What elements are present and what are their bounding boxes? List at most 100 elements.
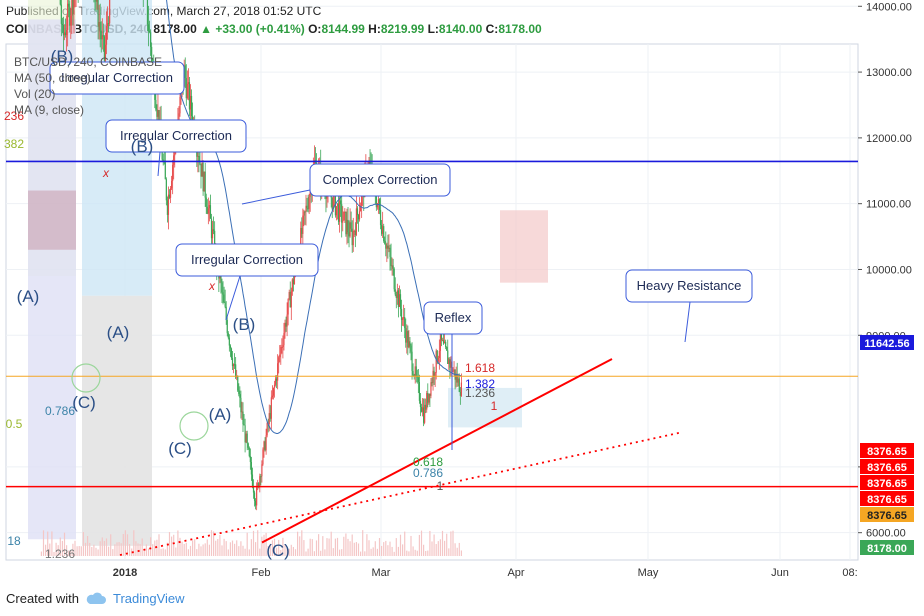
volume-bar xyxy=(460,550,462,556)
cloud-icon xyxy=(86,592,106,604)
price-label-box xyxy=(860,491,914,506)
candle-body xyxy=(62,25,65,36)
candle-body xyxy=(219,274,221,279)
candle-body xyxy=(206,206,208,214)
candle-body xyxy=(106,23,109,27)
volume-bar xyxy=(328,538,330,556)
candle-body xyxy=(211,229,214,239)
volume-bar xyxy=(423,544,425,556)
volume-bar xyxy=(410,535,412,556)
candle-body xyxy=(360,205,362,212)
volume-bar xyxy=(55,542,57,556)
footer: Created with TradingView xyxy=(6,591,185,606)
candle-body xyxy=(290,291,292,308)
candle-body xyxy=(259,476,261,487)
candle-body xyxy=(179,96,181,114)
volume-bar xyxy=(305,551,307,556)
volume-bar xyxy=(84,542,87,556)
volume-bar xyxy=(414,549,416,556)
candle-body xyxy=(169,188,172,198)
candle-body xyxy=(353,230,355,232)
wave-label: (C) xyxy=(72,393,96,412)
candle-body xyxy=(433,370,435,377)
volume-bar xyxy=(261,536,263,556)
candle-body xyxy=(341,204,343,223)
candle-body xyxy=(332,193,334,210)
volume-bar xyxy=(450,531,452,556)
fib-label: 1 xyxy=(437,479,444,493)
candle-body xyxy=(385,243,387,249)
candle-body xyxy=(358,211,361,220)
callout-box xyxy=(625,269,753,303)
volume-bar xyxy=(336,537,339,556)
volume-bar xyxy=(183,543,185,556)
candle-body xyxy=(421,407,424,412)
volume-bar xyxy=(383,542,385,556)
candle-body xyxy=(305,205,307,212)
candle-body xyxy=(331,197,333,210)
volume-bar xyxy=(112,549,114,556)
candle-body xyxy=(109,0,111,24)
candle-body xyxy=(391,265,393,267)
volume-bar xyxy=(122,533,124,556)
volume-bar xyxy=(292,546,294,556)
candle-body xyxy=(225,306,227,321)
close-label: C: xyxy=(485,22,499,36)
candle-body xyxy=(437,357,439,362)
candle-body xyxy=(379,210,382,226)
candle-body xyxy=(260,476,262,478)
volume-bar xyxy=(49,543,51,556)
candle-body xyxy=(68,3,70,7)
candle-body xyxy=(198,155,200,163)
candle-body xyxy=(105,26,108,45)
volume-bar xyxy=(269,543,271,556)
volume-bar xyxy=(276,547,278,556)
volume-bar xyxy=(278,539,280,556)
fib-label: 1 xyxy=(491,399,498,413)
volume-bar xyxy=(244,548,246,556)
volume-bar xyxy=(385,540,387,556)
volume-bar xyxy=(397,546,399,556)
volume-bar xyxy=(448,548,450,556)
volume-bar xyxy=(57,545,59,556)
candle-body xyxy=(426,393,428,410)
candle-body xyxy=(250,462,252,475)
legend-line: MA (50, close) xyxy=(14,71,91,85)
candle-body xyxy=(302,215,304,234)
candle-body xyxy=(444,341,446,344)
candle-body xyxy=(383,226,385,242)
volume-bar xyxy=(393,551,395,556)
candle-body xyxy=(171,181,173,189)
volume-bar xyxy=(271,540,273,556)
volume-bar xyxy=(290,544,292,556)
fib-label: 0.786 xyxy=(413,466,443,480)
volume-bar xyxy=(345,533,347,556)
candle-body xyxy=(150,32,152,47)
candle-body xyxy=(431,382,433,384)
tradingview-link[interactable]: TradingView xyxy=(112,591,185,606)
candle-body xyxy=(284,322,286,334)
volume-bar xyxy=(208,544,210,556)
volume-bar xyxy=(351,534,353,556)
volume-bar xyxy=(446,533,448,556)
candle-body xyxy=(450,361,452,368)
volume-bar xyxy=(154,540,156,556)
volume-bar xyxy=(389,541,391,556)
volume-bar xyxy=(173,534,175,556)
callout-label: Irregular Correction xyxy=(61,70,173,85)
y-tick-label: 13000.00 xyxy=(866,67,912,79)
candle-body xyxy=(357,214,360,220)
callout-box xyxy=(309,163,451,197)
volume-bar xyxy=(368,540,370,556)
volume-bar xyxy=(150,537,152,556)
candle-body xyxy=(187,82,189,84)
candle-body xyxy=(221,282,223,293)
candle-body xyxy=(348,232,350,237)
candle-body xyxy=(228,337,230,346)
candle-body xyxy=(439,331,441,351)
volume-bar xyxy=(431,541,433,556)
fib-zone xyxy=(82,295,152,546)
volume-bar xyxy=(158,534,160,556)
volume-bar xyxy=(179,537,181,556)
